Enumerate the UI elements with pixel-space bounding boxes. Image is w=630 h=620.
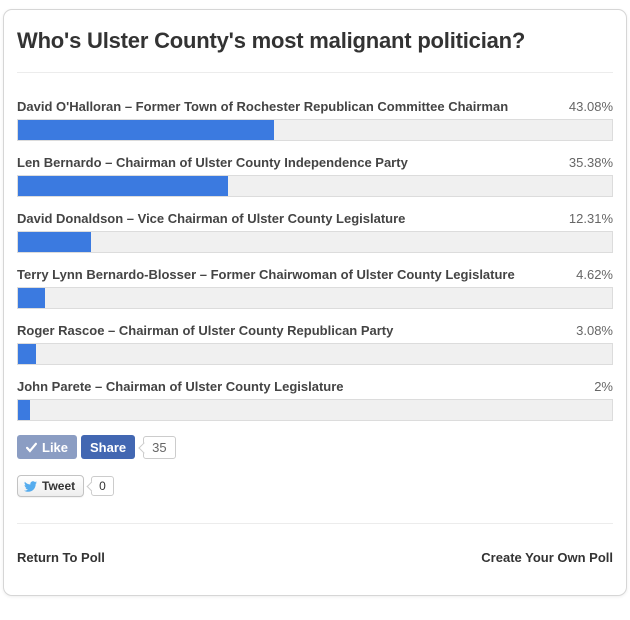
option-percent: 12.31% [568,211,613,226]
option-percent: 35.38% [568,155,613,170]
result-bar-track [17,119,613,141]
title-divider [17,72,613,73]
footer-divider [17,523,613,524]
facebook-social-row: Like Share 35 [17,435,613,459]
tweet-button[interactable]: Tweet [17,475,85,497]
option-label: David O'Halloran – Former Town of Roches… [17,99,509,114]
poll-result-row: Len Bernardo – Chairman of Ulster County… [14,155,616,197]
poll-result-row: Terry Lynn Bernardo-Blosser – Former Cha… [14,267,616,309]
facebook-share-count: 35 [143,435,176,459]
result-row-header: David O'Halloran – Former Town of Roches… [17,99,613,114]
tweet-count: 0 [91,476,114,496]
result-row-header: Len Bernardo – Chairman of Ulster County… [17,155,613,170]
twitter-social-row: Tweet 0 [17,475,613,497]
poll-results-card: Who's Ulster County's most malignant pol… [3,9,627,596]
option-label: David Donaldson – Vice Chairman of Ulste… [17,211,406,226]
facebook-like-label: Like [42,439,69,455]
option-percent: 4.62% [576,267,613,282]
result-bar-fill [18,400,30,420]
result-bar-track [17,231,613,253]
result-bar-fill [18,232,92,252]
option-label: Len Bernardo – Chairman of Ulster County… [17,155,408,170]
facebook-like-button[interactable]: Like [17,435,78,459]
option-percent: 3.08% [576,323,613,338]
tweet-button-label: Tweet [42,479,76,493]
poll-result-row: John Parete – Chairman of Ulster County … [14,379,616,421]
poll-result-row: David O'Halloran – Former Town of Roches… [14,99,616,141]
poll-question: Who's Ulster County's most malignant pol… [17,28,526,53]
result-bar-track [17,399,613,421]
option-label: John Parete – Chairman of Ulster County … [17,379,344,394]
result-bar-fill [18,288,46,308]
result-bar-track [17,343,613,365]
create-your-own-poll-link[interactable]: Create Your Own Poll [481,550,613,565]
option-percent: 2% [594,379,613,394]
facebook-share-label: Share [90,439,127,455]
facebook-share-button[interactable]: Share [81,435,136,459]
result-bar-fill [18,120,274,140]
result-row-header: David Donaldson – Vice Chairman of Ulste… [17,211,613,226]
result-bar-fill [18,344,37,364]
poll-results: David O'Halloran – Former Town of Roches… [14,99,616,421]
option-label: Roger Rascoe – Chairman of Ulster County… [17,323,394,338]
option-label: Terry Lynn Bernardo-Blosser – Former Cha… [17,267,515,282]
result-row-header: John Parete – Chairman of Ulster County … [17,379,613,394]
check-icon [26,442,37,453]
result-bar-fill [18,176,229,196]
result-bar-track [17,175,613,197]
twitter-bird-icon [23,480,38,493]
result-row-header: Roger Rascoe – Chairman of Ulster County… [17,323,613,338]
option-percent: 43.08% [568,99,613,114]
return-to-poll-link[interactable]: Return To Poll [17,550,105,565]
poll-result-row: David Donaldson – Vice Chairman of Ulste… [14,211,616,253]
footer: Return To Poll Create Your Own Poll [14,550,616,565]
result-row-header: Terry Lynn Bernardo-Blosser – Former Cha… [17,267,613,282]
poll-result-row: Roger Rascoe – Chairman of Ulster County… [14,323,616,365]
result-bar-track [17,287,613,309]
